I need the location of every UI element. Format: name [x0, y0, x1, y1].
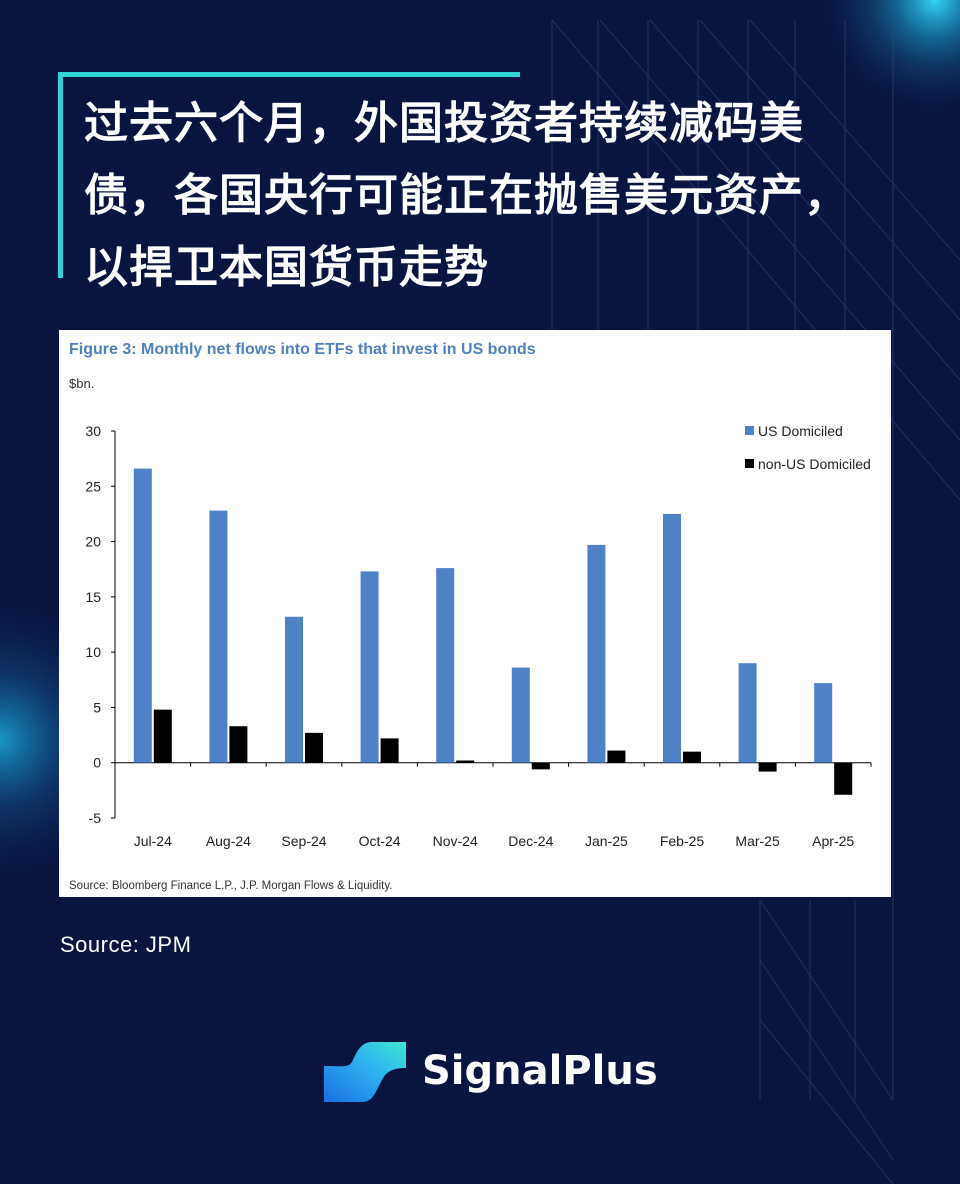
- bar-non-us-domiciled-dec-24: [531, 762, 550, 770]
- x-tick-label: Oct-24: [359, 833, 401, 849]
- legend-swatch: [745, 426, 754, 435]
- x-tick-label: Mar-25: [735, 833, 780, 849]
- headline-line-2: 债，各国央行可能正在抛售美元资产，: [84, 170, 849, 221]
- x-tick-label: Nov-24: [433, 833, 478, 849]
- signalplus-logo-icon: [324, 1042, 406, 1102]
- bar-us-domiciled-sep-24: [285, 616, 303, 763]
- headline-line-3: 以捍卫本国货币走势: [84, 242, 489, 293]
- bar-us-domiciled-nov-24: [436, 568, 455, 763]
- bar-us-domiciled-dec-24: [511, 667, 530, 763]
- bar-us-domiciled-feb-25: [663, 513, 681, 763]
- x-tick-label: Apr-25: [812, 833, 854, 849]
- y-axis: 30 25 20 15 10 5 0 -5: [85, 423, 116, 826]
- bar-chart: Figure 3: Monthly net flows into ETFs th…: [69, 341, 872, 892]
- bar-non-us-domiciled-aug-24: [229, 726, 248, 763]
- bar-non-us-domiciled-apr-25: [834, 762, 853, 795]
- bar-us-domiciled-oct-24: [360, 571, 379, 763]
- legend: US Domiciled non-US Domiciled: [745, 423, 871, 472]
- x-tick-label: Jul-24: [134, 833, 172, 849]
- y-tick-label: 10: [85, 644, 101, 660]
- y-axis-label: $bn.: [69, 376, 94, 391]
- x-tick-label: Feb-25: [660, 833, 705, 849]
- legend-label: US Domiciled: [758, 423, 843, 439]
- y-tick-label: 25: [85, 478, 101, 494]
- bar-non-us-domiciled-jul-24: [153, 709, 172, 763]
- bar-us-domiciled-jan-25: [587, 544, 606, 763]
- y-tick-label: -5: [89, 810, 102, 826]
- headline-accent-bar: [58, 72, 520, 77]
- bar-us-domiciled-aug-24: [209, 510, 228, 763]
- headline-text: 过去六个月，外国投资者持续减码美 债，各国央行可能正在抛售美元资产， 以捍卫本国…: [84, 88, 914, 304]
- chart-card: Figure 3: Monthly net flows into ETFs th…: [59, 330, 891, 897]
- legend-label: non-US Domiciled: [758, 456, 871, 472]
- legend-swatch: [745, 459, 754, 468]
- y-tick-label: 5: [93, 699, 101, 715]
- source-note: Source: JPM: [60, 932, 192, 957]
- x-tick-label: Dec-24: [508, 833, 553, 849]
- bar-non-us-domiciled-nov-24: [456, 760, 475, 763]
- bar-us-domiciled-mar-25: [738, 663, 757, 763]
- bar-non-us-domiciled-sep-24: [305, 732, 323, 763]
- bars: [133, 468, 853, 795]
- brand-name: SignalPlus: [422, 1048, 658, 1094]
- chart-title: Figure 3: Monthly net flows into ETFs th…: [69, 341, 536, 358]
- brand: SignalPlus: [322, 1040, 662, 1106]
- x-axis: Jul-24 Aug-24 Sep-24 Oct-24 Nov-24 Dec-24 Jan-…: [114, 762, 872, 849]
- x-tick-label: Jan-25: [585, 833, 628, 849]
- bar-non-us-domiciled-mar-25: [758, 762, 777, 772]
- x-tick-label: Sep-24: [281, 833, 326, 849]
- bar-us-domiciled-apr-25: [814, 683, 833, 763]
- x-tick-label: Aug-24: [206, 833, 251, 849]
- headline-accent-side: [58, 72, 63, 278]
- bar-non-us-domiciled-oct-24: [380, 738, 399, 763]
- headline-line-1: 过去六个月，外国投资者持续减码美: [84, 98, 804, 149]
- y-tick-label: 20: [85, 534, 101, 550]
- y-tick-label: 15: [85, 589, 101, 605]
- chart-source: Source: Bloomberg Finance L.P., J.P. Mor…: [69, 880, 392, 892]
- bar-non-us-domiciled-jan-25: [607, 750, 626, 763]
- y-tick-label: 0: [93, 755, 101, 771]
- bar-non-us-domiciled-feb-25: [683, 751, 701, 763]
- bar-us-domiciled-jul-24: [133, 468, 152, 763]
- y-tick-label: 30: [85, 423, 101, 439]
